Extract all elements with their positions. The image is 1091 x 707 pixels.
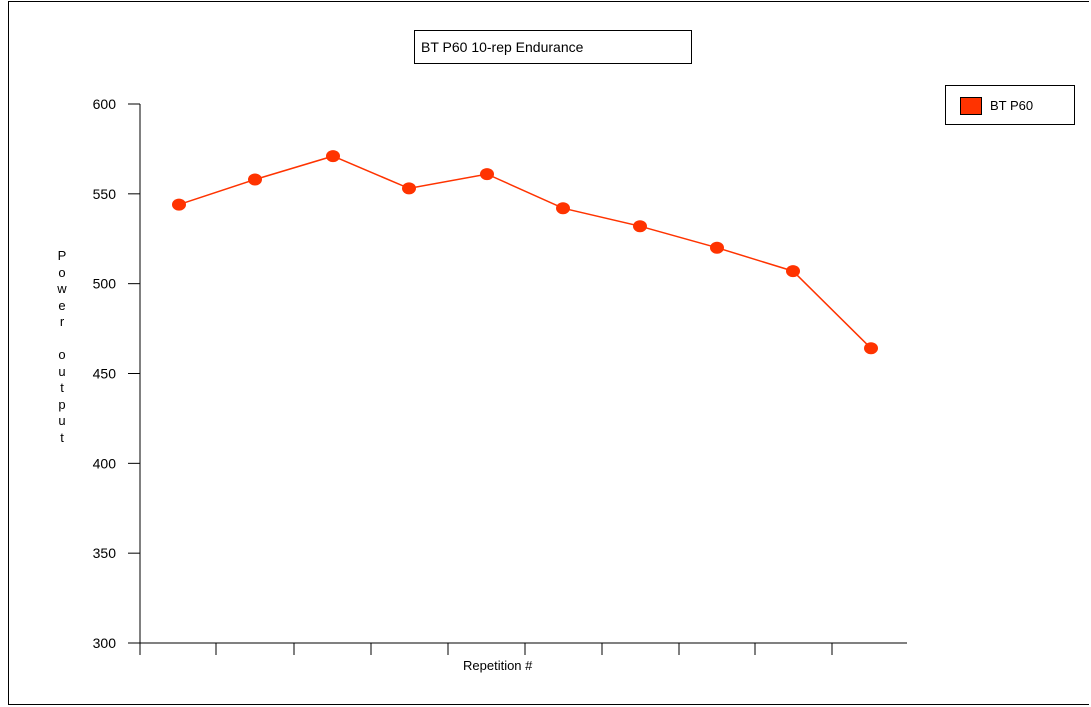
- data-point-2: [248, 173, 262, 186]
- data-point-3: [326, 150, 340, 163]
- y-tick-label-450: 450: [93, 366, 117, 382]
- y-tick-label-400: 400: [93, 455, 117, 471]
- data-point-9: [786, 265, 800, 278]
- chart-frame: [8, 1, 1089, 705]
- legend-label-bt-p60: BT P60: [990, 98, 1034, 113]
- data-point-7: [633, 220, 647, 233]
- data-point-10: [864, 342, 878, 355]
- y-tick-label-600: 600: [93, 96, 117, 112]
- series-line-bt-p60: [178, 155, 872, 349]
- y-axis-label: P o w e r o u t p u t: [57, 248, 67, 445]
- y-tick-label-500: 500: [93, 276, 117, 292]
- data-point-5: [480, 168, 494, 181]
- legend: BT P60: [945, 85, 1075, 125]
- data-point-8: [710, 241, 724, 254]
- chart-title: BT P60 10-rep Endurance: [414, 30, 692, 64]
- legend-swatch-bt-p60: [960, 97, 982, 115]
- y-tick-label-350: 350: [93, 545, 117, 561]
- y-tick-label-300: 300: [93, 635, 117, 651]
- data-point-4: [402, 182, 416, 195]
- data-point-1: [172, 198, 186, 211]
- data-point-6: [556, 202, 570, 215]
- x-axis-label: Repetition #: [463, 658, 533, 673]
- y-tick-label-550: 550: [93, 186, 117, 202]
